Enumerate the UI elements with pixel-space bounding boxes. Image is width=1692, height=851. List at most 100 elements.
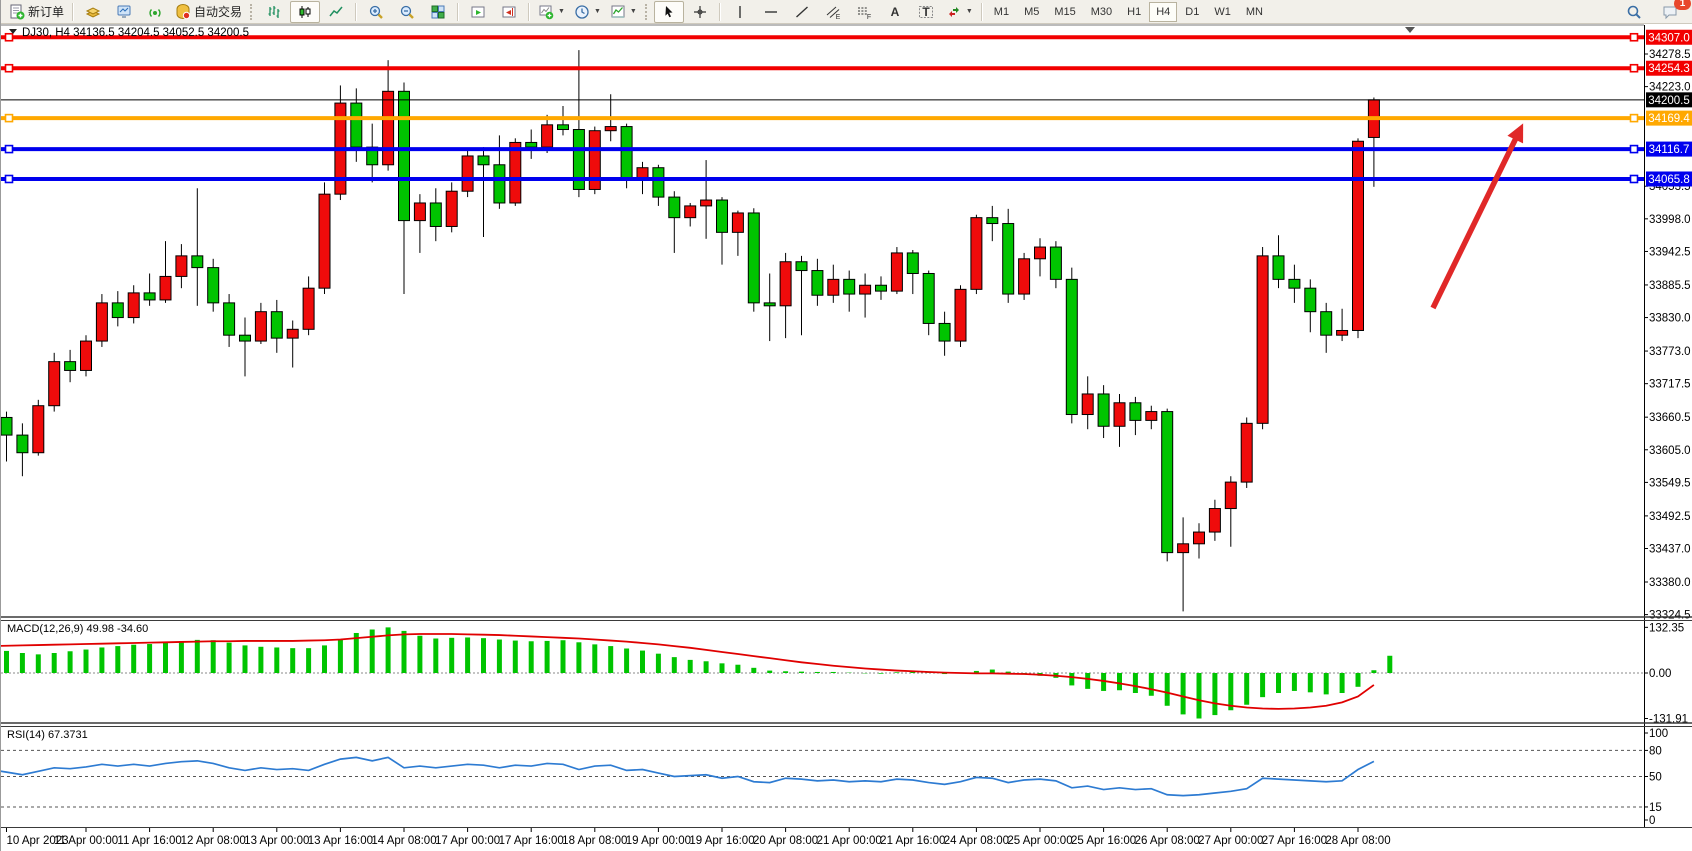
template-icon [611, 5, 625, 18]
price-badge-label: 34254.3 [1648, 63, 1690, 75]
zoom-in-button[interactable] [361, 1, 391, 23]
arrow-head [1507, 123, 1524, 144]
zoom-out-button[interactable] [392, 1, 422, 23]
timeframe-button-h1[interactable]: H1 [1127, 5, 1142, 18]
text-tool-button[interactable]: A [880, 1, 910, 23]
templates-button[interactable]: ▼ [606, 1, 641, 23]
line-handle[interactable] [1629, 144, 1639, 154]
toolbar-grip[interactable] [250, 3, 255, 20]
chart-shift-button[interactable] [494, 1, 524, 23]
rsi-tick-label: 100 [1649, 728, 1668, 740]
trendline-tool-button[interactable] [787, 1, 817, 23]
time-axis[interactable] [1, 828, 1692, 851]
line-handle[interactable] [4, 144, 14, 154]
candle-body [191, 255, 204, 269]
data-window-button[interactable] [109, 1, 139, 23]
toolbar-grip[interactable] [644, 3, 650, 20]
bar-chart-button[interactable] [259, 1, 289, 23]
timeframe-button-m30[interactable]: M30 [1090, 5, 1113, 18]
timeframe-button-m5[interactable]: M5 [1024, 5, 1040, 18]
candle-body [811, 270, 824, 296]
candle-body [1065, 278, 1078, 416]
candle-body [1145, 411, 1158, 421]
chevron-down-icon: ▼ [558, 8, 565, 15]
candle-body [700, 199, 713, 207]
timeframe-button-h4[interactable]: H4 [1149, 1, 1178, 22]
timeframe-button-m15[interactable]: M15 [1054, 5, 1076, 18]
new-order-button[interactable]: 新订单 [5, 1, 68, 23]
channel-tool-button[interactable]: E [818, 1, 848, 23]
candle-chart-icon [299, 5, 311, 18]
price-tick-label: 34278.5 [1649, 49, 1691, 61]
tile-windows-button[interactable] [423, 1, 453, 23]
line-handle[interactable] [4, 63, 14, 73]
candle-body [572, 129, 585, 190]
line-handle[interactable] [1629, 32, 1639, 42]
market-watch-button[interactable] [78, 1, 108, 23]
autoscroll-button[interactable] [463, 1, 493, 23]
zoom-out-icon [400, 5, 414, 19]
candle-body [763, 302, 776, 307]
candle-body [1129, 402, 1142, 421]
trend-arrow-annotation[interactable] [1430, 123, 1524, 310]
timeframe-button-m1[interactable]: M1 [993, 5, 1010, 18]
cursor-tool-button[interactable] [653, 0, 684, 23]
candle-body [413, 202, 426, 222]
time-tick-label: 10 Apr 2023 [7, 835, 69, 847]
timeframe-button-mn[interactable]: MN [1245, 5, 1263, 18]
candle-body [922, 272, 935, 324]
horizontal-line-tool-button[interactable] [756, 1, 786, 23]
line-handle[interactable] [1629, 63, 1639, 73]
timeframe-button-d1[interactable]: D1 [1185, 5, 1200, 18]
auto-trading-button[interactable]: 自动交易 [171, 1, 246, 23]
line-handle[interactable] [4, 113, 14, 123]
search-icon [1627, 5, 1641, 19]
symbol-dropdown-icon[interactable] [9, 29, 17, 34]
time-tick-label: 19 Apr 00:00 [626, 835, 691, 847]
toolbar-separator [528, 2, 531, 21]
candle-body [382, 90, 395, 166]
time-tick-label: 25 Apr 16:00 [1071, 835, 1136, 847]
candle-body [270, 311, 283, 339]
chart-shift-marker-icon[interactable] [1405, 27, 1415, 33]
text-icon: A [891, 5, 900, 19]
timeframe-button-w1[interactable]: W1 [1214, 5, 1231, 18]
price-tick-label: 33380.0 [1649, 577, 1691, 589]
time-tick-label: 12 Apr 08:00 [181, 835, 246, 847]
price-tick-label: 33942.5 [1649, 246, 1691, 258]
indicators-button[interactable]: ▼ [534, 1, 569, 23]
candle-chart-button[interactable] [290, 0, 321, 23]
line-handle[interactable] [1629, 174, 1639, 184]
arrows-tool-button[interactable]: ▼ [942, 1, 977, 23]
crosshair-tool-button[interactable] [685, 1, 715, 23]
candle-body [1288, 278, 1301, 289]
candle-body [1240, 422, 1253, 483]
line-handle[interactable] [4, 32, 14, 42]
time-tick-label: 27 Apr 16:00 [1262, 835, 1327, 847]
line-handle[interactable] [4, 174, 14, 184]
candle-body [286, 328, 299, 339]
svg-text:F: F [867, 14, 871, 20]
macd-tick-label: 0.00 [1649, 668, 1671, 680]
chart-area[interactable]: 132.35 0.00 -131.91 100 80 50 150 34278.5 3422… [1, 24, 1692, 851]
search-button[interactable] [1619, 1, 1649, 23]
notifications-button[interactable]: 1 [1655, 0, 1691, 23]
candle-body [1081, 393, 1094, 416]
candle-body [906, 252, 919, 274]
candle-body [1320, 311, 1333, 336]
price-badge-label: 34116.7 [1649, 144, 1690, 156]
periods-button[interactable]: ▼ [570, 1, 605, 23]
vertical-line-tool-button[interactable] [725, 1, 755, 23]
chevron-down-icon: ▼ [965, 8, 973, 15]
candle-body [95, 302, 108, 342]
candle-body [1018, 258, 1031, 295]
label-tool-button[interactable]: T [911, 1, 941, 23]
tile-windows-icon [431, 5, 445, 18]
price-badge [1646, 110, 1692, 126]
fibonacci-tool-button[interactable]: F [849, 1, 879, 23]
signals-button[interactable] [140, 1, 170, 23]
line-chart-button[interactable] [321, 1, 351, 23]
line-handle[interactable] [1629, 113, 1639, 123]
price-tick-label: 33549.5 [1649, 477, 1691, 489]
price-tick-label: 33885.5 [1649, 280, 1691, 292]
